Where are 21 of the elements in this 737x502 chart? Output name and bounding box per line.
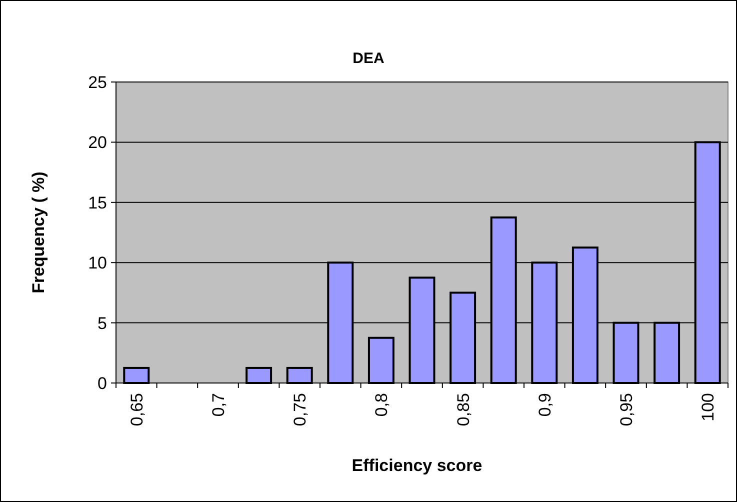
chart-title: DEA — [352, 50, 384, 67]
y-axis-title: Frequency ( %) — [29, 172, 48, 294]
y-tick-label: 5 — [98, 314, 107, 333]
y-tick-label: 10 — [88, 254, 107, 273]
y-tick-label: 20 — [88, 133, 107, 152]
y-tick-label: 25 — [88, 72, 107, 92]
y-tick-label: 0 — [98, 374, 107, 393]
bar — [246, 366, 272, 384]
x-tick-label: 0,8 — [372, 393, 392, 417]
x-axis-title: Efficiency score — [352, 456, 482, 475]
x-tick-label: 0,95 — [616, 393, 636, 426]
bar — [368, 336, 394, 384]
bar — [123, 366, 150, 384]
x-tick-label: 0,85 — [454, 393, 473, 426]
x-tick-label: 100 — [698, 393, 718, 422]
x-tick-label: 0,9 — [535, 393, 554, 417]
y-tick-label: 15 — [88, 193, 107, 212]
bar — [286, 366, 313, 384]
x-tick-label: 0,7 — [208, 393, 228, 417]
x-tick-label: 0,65 — [127, 393, 146, 426]
x-tick-label: 0,75 — [290, 393, 310, 426]
